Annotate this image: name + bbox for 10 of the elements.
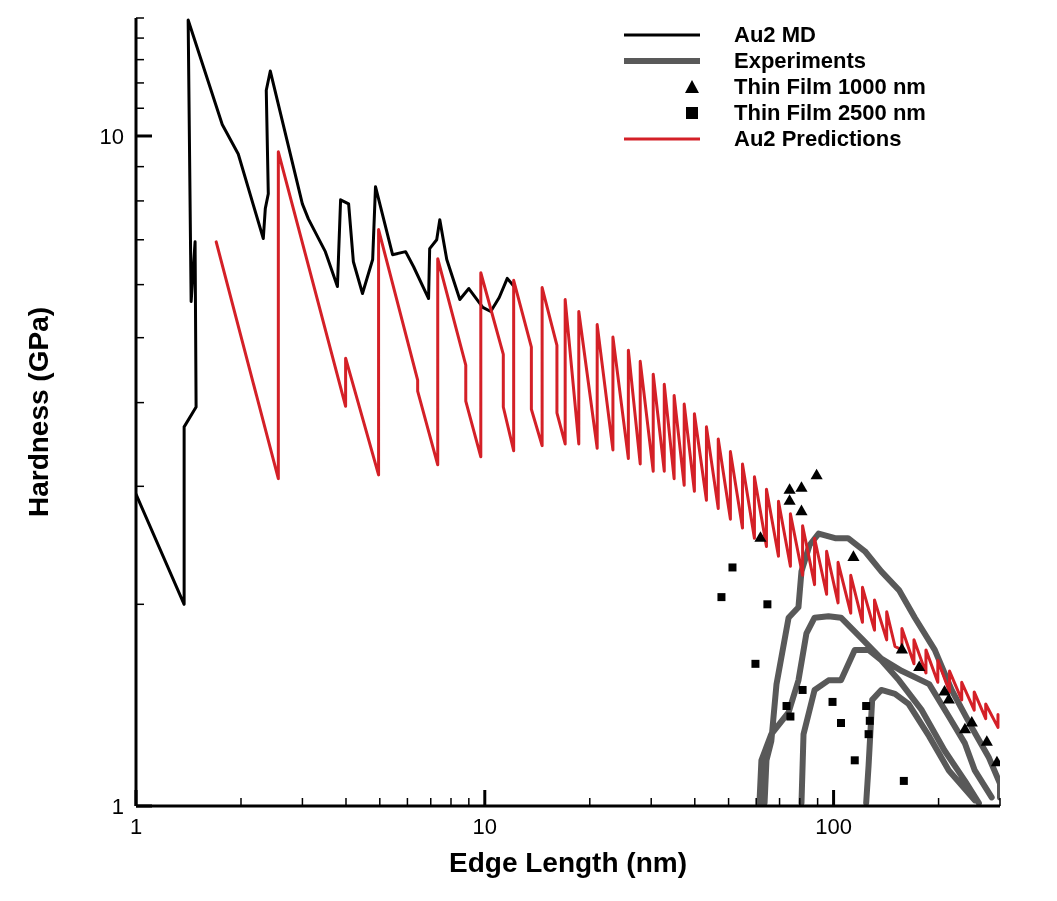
x-tick-label: 1 — [129, 814, 143, 839]
x-tick-label: 10 — [472, 814, 498, 839]
legend-label: Thin Film 1000 nm — [734, 74, 926, 100]
x-tick-label: 100 — [815, 814, 852, 839]
legend-label: Experiments — [734, 48, 867, 74]
legend-label: Au2 Predictions — [734, 126, 902, 152]
legend-label: Au2 MD — [734, 22, 816, 48]
legend-label: Thin Film 2500 nm — [734, 100, 926, 126]
x-axis-title: Edge Length (nm) — [449, 847, 687, 878]
y-axis-title: Hardness (GPa) — [22, 306, 54, 518]
